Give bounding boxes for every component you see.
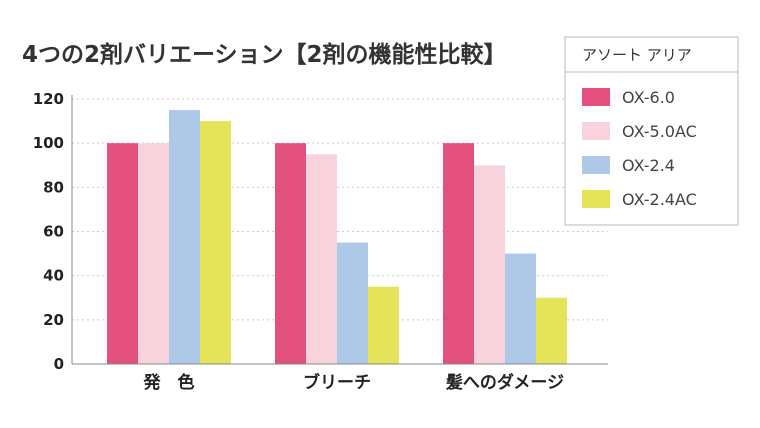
y-axis: 0 20 40 60 80 100 120 (33, 90, 73, 373)
x-axis: 発 色 ブリーチ 髪へのダメージ (72, 363, 608, 393)
chart-title: 4つの2剤バリエーション【2剤の機能性比較】 (22, 41, 507, 68)
bar (536, 297, 567, 364)
legend-label: OX-2.4 (622, 156, 675, 175)
y-tick-label: 20 (43, 311, 64, 329)
legend-swatch (582, 122, 610, 140)
bar (443, 143, 474, 364)
bar (505, 253, 536, 364)
bar (169, 110, 200, 365)
bar (107, 143, 138, 364)
y-tick-label: 0 (54, 355, 64, 373)
legend-swatch (582, 156, 610, 174)
bar (275, 143, 306, 364)
bar (200, 121, 231, 364)
legend-title: アソート アリア (582, 46, 692, 64)
bar (138, 143, 169, 364)
bar (474, 165, 505, 364)
bar (368, 286, 399, 364)
y-tick-label: 80 (43, 178, 64, 196)
bar (306, 154, 337, 364)
legend-label: OX-2.4AC (622, 190, 697, 209)
y-tick-label: 100 (33, 134, 64, 152)
x-category-label: ブリーチ (303, 372, 371, 393)
legend-label: OX-6.0 (622, 88, 675, 107)
legend-swatch (582, 190, 610, 208)
legend: アソート アリア OX-6.0 OX-5.0AC OX-2.4 OX-2.4AC (564, 36, 739, 226)
y-tick-label: 120 (33, 90, 64, 108)
bars (107, 110, 567, 365)
x-category-label: 髪へのダメージ (445, 372, 564, 393)
bar (337, 242, 368, 364)
legend-label: OX-5.0AC (622, 122, 697, 141)
y-tick-label: 40 (43, 267, 64, 285)
legend-swatch (582, 88, 610, 106)
x-category-label: 発 色 (143, 372, 195, 393)
y-tick-label: 60 (43, 223, 64, 241)
